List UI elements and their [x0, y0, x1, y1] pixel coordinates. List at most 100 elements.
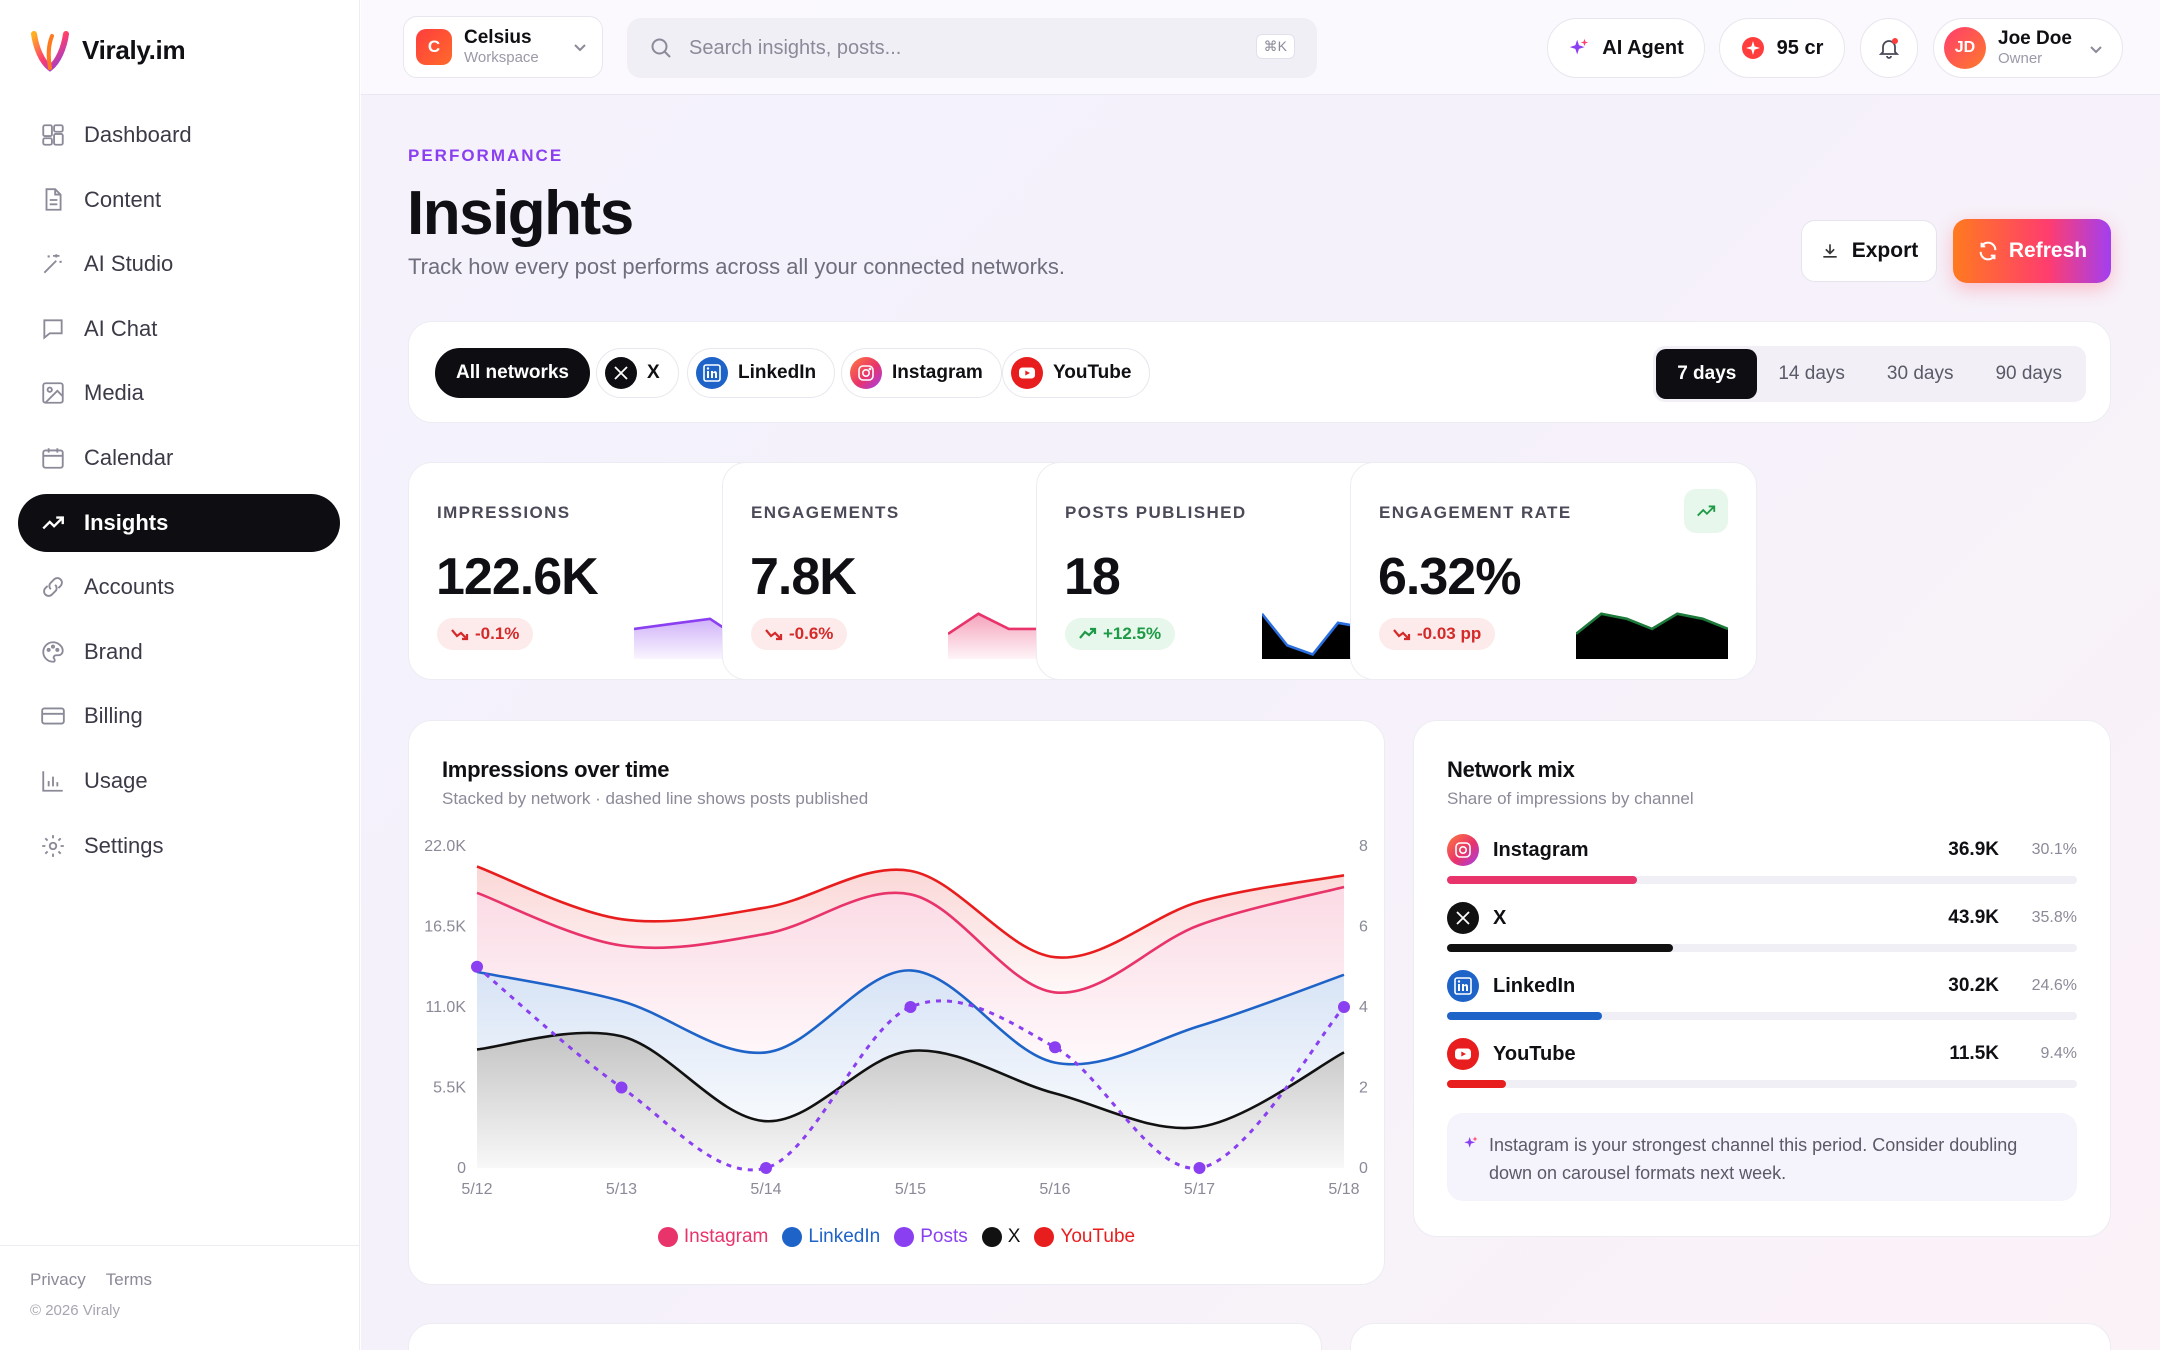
kpi-delta-value: -0.6%	[789, 624, 834, 643]
sidebar-item-accounts[interactable]: Accounts	[18, 558, 340, 616]
filter-youtube[interactable]: YouTube	[1002, 348, 1151, 398]
ai-agent-button[interactable]: AI Agent	[1547, 18, 1705, 78]
legend-item-youtube[interactable]: YouTube	[1034, 1226, 1135, 1248]
date-range-selector: 7 days 14 days 30 days 90 days	[1653, 346, 2086, 402]
legend-item-x[interactable]: X	[981, 1226, 1021, 1248]
top-bar: C Celsius Workspace ⌘K AI Agent 95	[361, 0, 2160, 95]
sidebar-item-usage[interactable]: Usage	[18, 752, 340, 810]
page-title: Insights	[407, 179, 634, 248]
network-row-x: X 43.9K 35.8%	[1447, 902, 2077, 952]
y-tick-label: 16.5K	[424, 919, 466, 936]
x-tick-label: 5/18	[1328, 1181, 1359, 1198]
refresh-button[interactable]: Refresh	[1953, 219, 2111, 283]
privacy-link[interactable]: Privacy	[30, 1270, 86, 1289]
viraly-logo-icon	[31, 31, 69, 72]
network-share-track	[1447, 1080, 2077, 1088]
y2-tick-label: 2	[1359, 1080, 1368, 1097]
sidebar-item-ai-studio[interactable]: AI Studio	[18, 235, 340, 293]
line-x	[476, 1031, 1345, 1130]
sidebar: Viraly.im Dashboard Content AI Studio AI…	[0, 0, 360, 1350]
workspace-sub: Workspace	[464, 49, 539, 66]
sidebar-item-content[interactable]: Content	[18, 171, 340, 229]
legend-item-posts[interactable]: Posts	[894, 1226, 968, 1248]
sidebar-item-billing[interactable]: Billing	[18, 687, 340, 745]
youtube-logo-icon	[1447, 1038, 1479, 1070]
range-14-days[interactable]: 14 days	[1778, 363, 1845, 384]
legend-label: YouTube	[1060, 1226, 1136, 1247]
legend-label: Instagram	[683, 1226, 769, 1247]
network-share-track	[1447, 1012, 2077, 1020]
search-input[interactable]	[689, 36, 1229, 60]
y2-tick-label: 6	[1359, 919, 1368, 936]
range-7-days[interactable]: 7 days	[1656, 349, 1758, 399]
x-tick-label: 5/16	[1039, 1181, 1070, 1198]
sidebar-item-brand[interactable]: Brand	[18, 623, 340, 681]
y-tick-label: 5.5K	[433, 1080, 466, 1097]
network-row-youtube: YouTube 11.5K 9.4%	[1447, 1038, 2077, 1088]
export-button[interactable]: Export	[1801, 220, 1937, 282]
gear-icon	[42, 834, 64, 857]
sidebar-footer: Privacy Terms © 2026 Viraly	[0, 1245, 360, 1343]
network-impressions: 43.9K	[1948, 907, 1999, 928]
search-shortcut: ⌘K	[1255, 34, 1295, 59]
filter-all-networks[interactable]: All networks	[435, 348, 590, 398]
network-mix-subtitle: Share of impressions by channel	[1447, 789, 1694, 808]
line-linkedin	[476, 969, 1345, 1066]
chevron-down-icon	[2090, 46, 2102, 54]
insight-tip: Instagram is your strongest channel this…	[1447, 1113, 2077, 1201]
workspace-switcher[interactable]: C Celsius Workspace	[403, 16, 603, 78]
chip-label: All networks	[456, 362, 569, 383]
kpi-label: ENGAGEMENT RATE	[1379, 503, 1572, 522]
credits-badge[interactable]: 95 cr	[1719, 18, 1845, 78]
legend-label: X	[1007, 1226, 1021, 1247]
chart-subtitle: Stacked by network · dashed line shows p…	[442, 789, 869, 808]
linkedin-logo-icon	[696, 357, 728, 389]
user-name: Joe Doe	[1998, 28, 2072, 49]
legend-dot	[981, 1227, 1002, 1247]
logo[interactable]: Viraly.im	[30, 28, 186, 72]
legend-item-linkedin[interactable]: LinkedIn	[782, 1226, 880, 1248]
terms-link[interactable]: Terms	[105, 1270, 153, 1289]
filter-instagram[interactable]: Instagram	[841, 348, 1002, 398]
network-share-bar	[1447, 944, 1673, 952]
range-30-days[interactable]: 30 days	[1886, 363, 1954, 384]
kpi-delta-value: +12.5%	[1103, 624, 1162, 643]
sidebar-item-calendar[interactable]: Calendar	[18, 429, 340, 487]
sidebar-item-insights[interactable]: Insights	[18, 493, 340, 552]
sidebar-item-ai-chat[interactable]: AI Chat	[18, 300, 340, 358]
search-icon	[651, 38, 671, 58]
range-90-days[interactable]: 90 days	[1995, 363, 2062, 384]
sidebar-item-dashboard[interactable]: Dashboard	[18, 106, 340, 164]
user-role: Owner	[1998, 50, 2043, 67]
network-share-bar	[1447, 876, 1637, 884]
area-instagram	[477, 887, 1344, 1065]
image-icon	[42, 382, 64, 405]
x-tick-label: 5/17	[1184, 1181, 1215, 1198]
document-icon	[45, 187, 62, 211]
posts-point	[471, 960, 483, 973]
legend-item-instagram[interactable]: Instagram	[657, 1226, 769, 1248]
link-icon	[43, 577, 63, 597]
filter-x[interactable]: X	[596, 348, 679, 398]
filter-linkedin[interactable]: LinkedIn	[687, 348, 836, 398]
kpi-value: 18	[1064, 548, 1121, 606]
legend-dot	[657, 1227, 678, 1247]
magic-wand-icon	[43, 254, 62, 274]
trend-up-icon	[1079, 627, 1097, 639]
sidebar-item-label: Accounts	[84, 574, 175, 600]
kpi-value: 6.32%	[1378, 548, 1521, 606]
network-impressions: 36.9K	[1948, 839, 1999, 860]
area-youtube	[477, 866, 1344, 993]
user-menu[interactable]: JD Joe Doe Owner	[1933, 18, 2123, 78]
notifications-button[interactable]	[1860, 18, 1918, 78]
sparkle-icon	[1464, 1136, 1478, 1148]
legend-dot	[894, 1227, 915, 1247]
calendar-icon	[42, 448, 64, 469]
lower-panel-left	[408, 1323, 1322, 1350]
trend-up-icon	[1684, 489, 1728, 533]
sidebar-item-media[interactable]: Media	[18, 364, 340, 422]
sidebar-item-settings[interactable]: Settings	[18, 817, 340, 875]
line-youtube	[476, 865, 1345, 959]
instagram-logo-icon	[850, 357, 882, 389]
legend-dot	[1034, 1227, 1055, 1247]
